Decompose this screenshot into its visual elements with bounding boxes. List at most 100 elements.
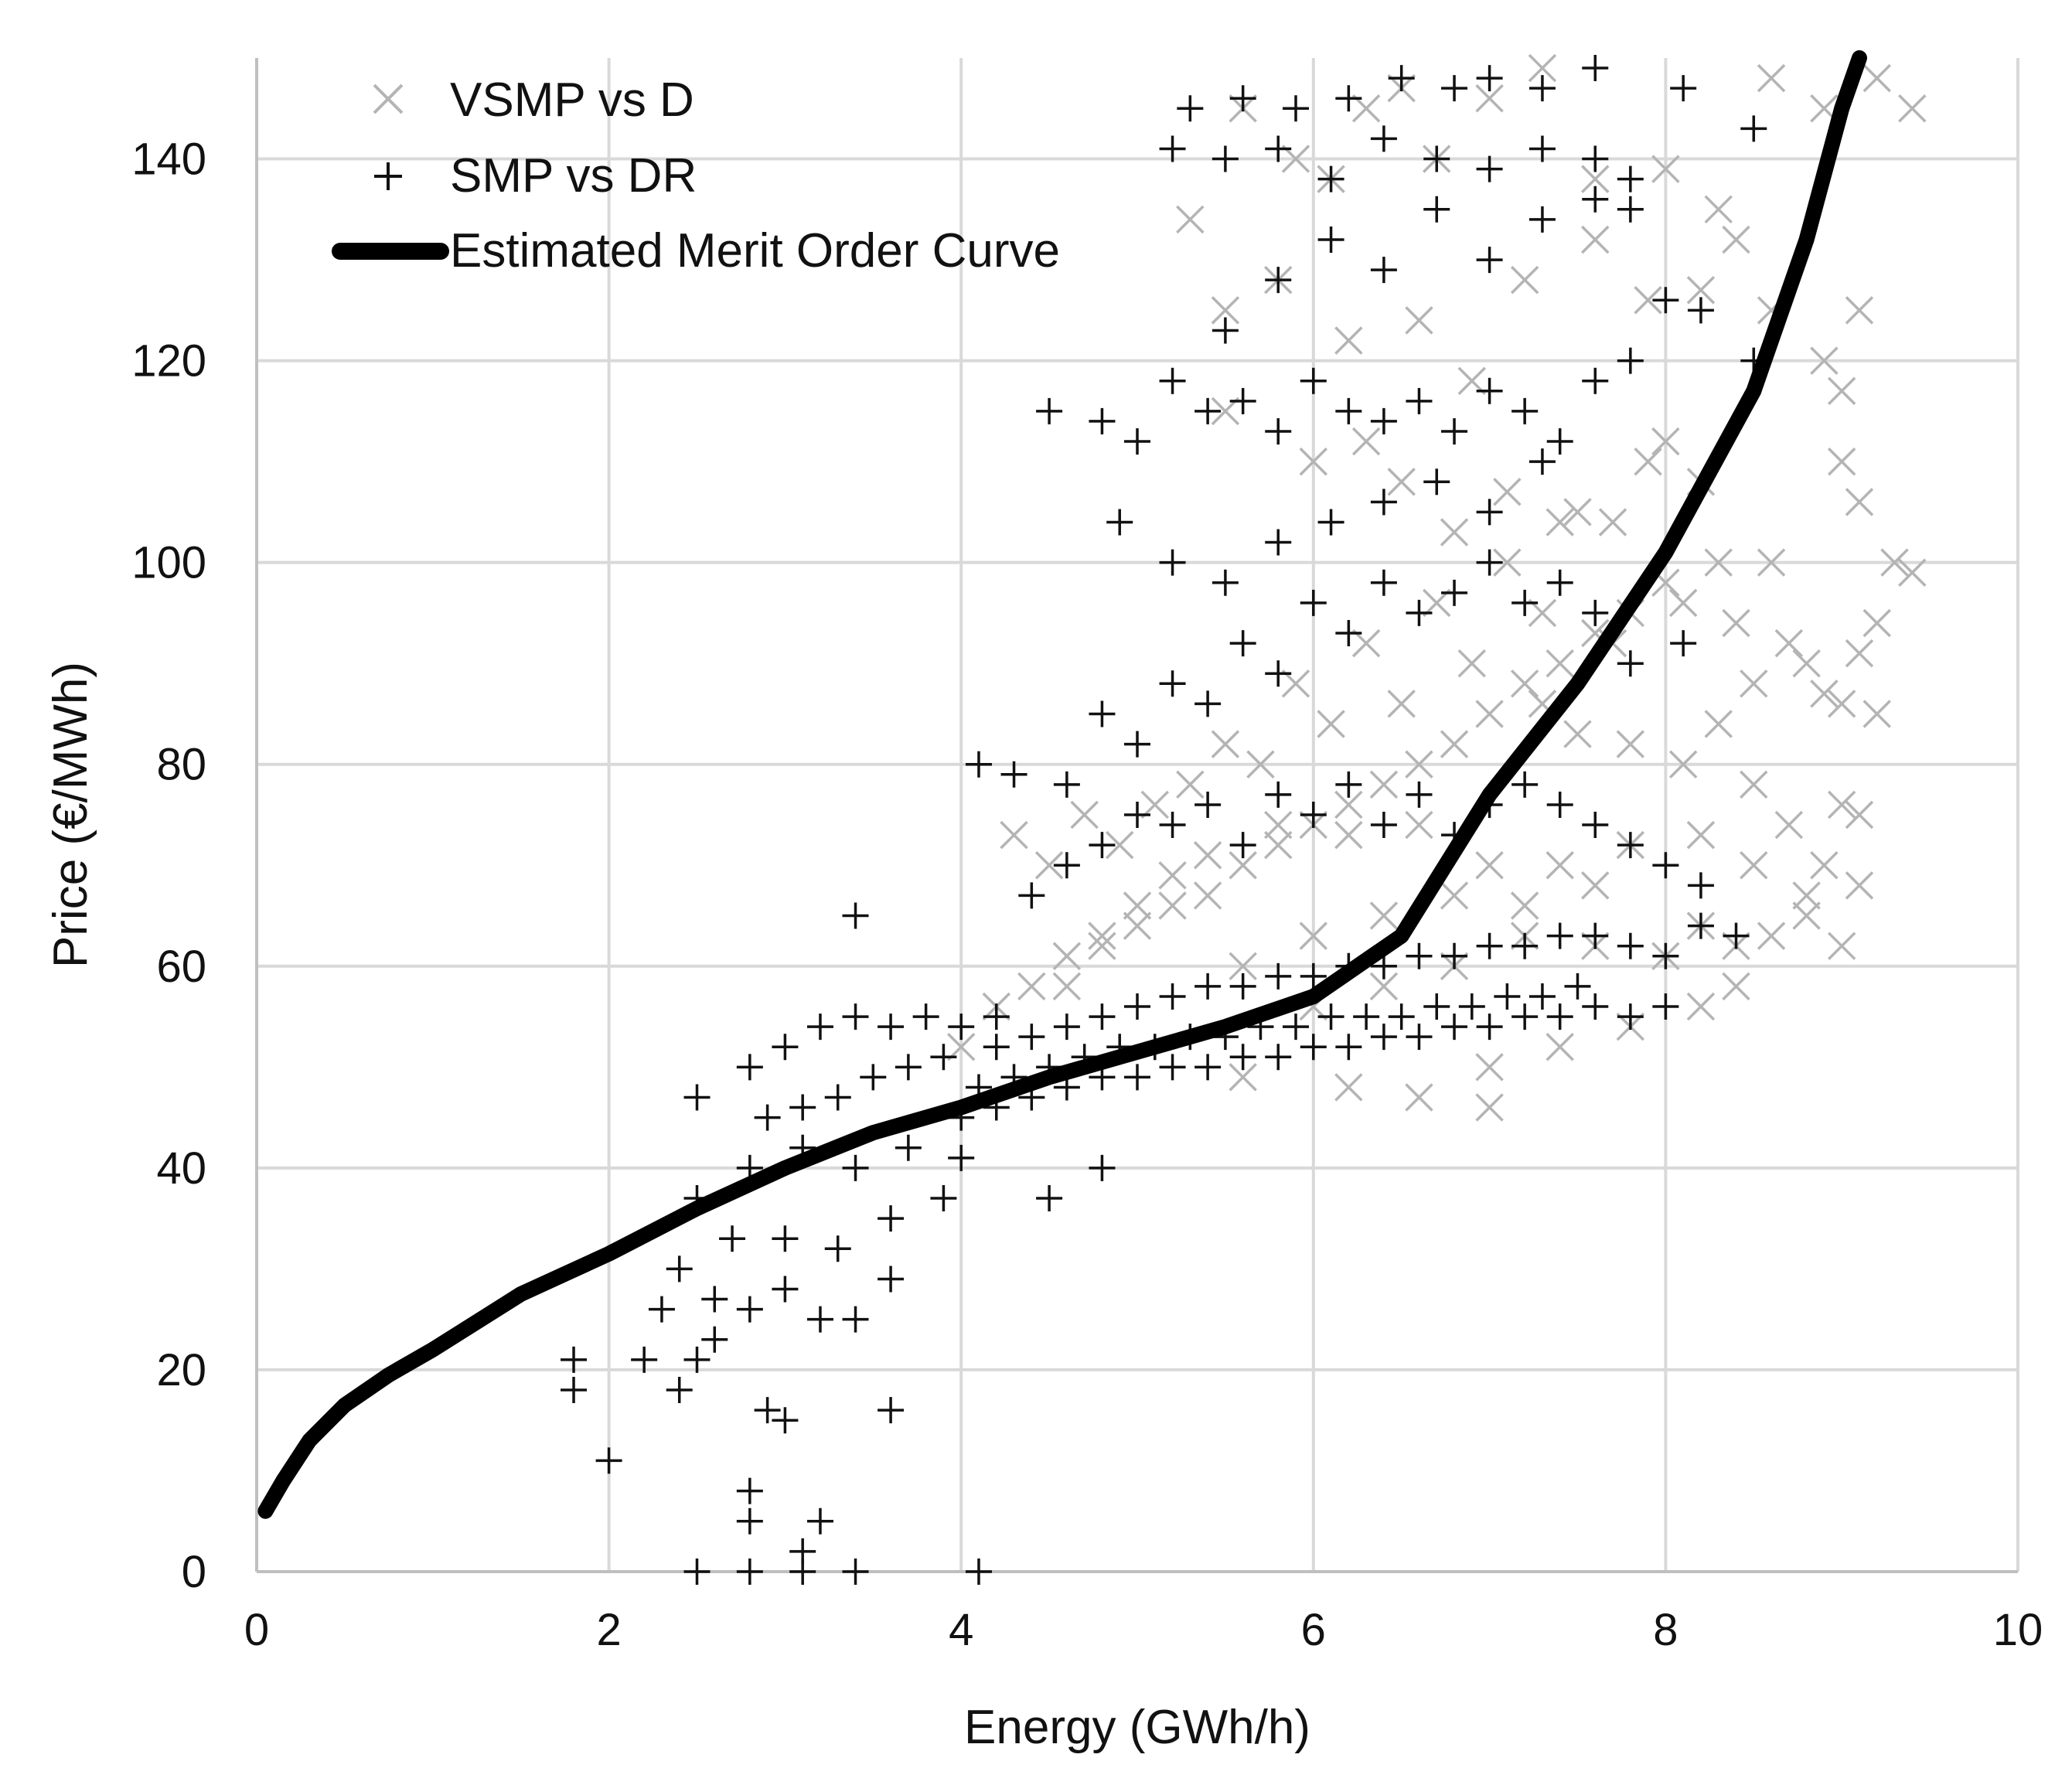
smp-point	[842, 1558, 869, 1585]
legend-item-vsmp: VSMP vs D	[373, 73, 694, 127]
smp-point	[1388, 65, 1415, 92]
smp-point	[1582, 145, 1609, 172]
smp-point	[1406, 1024, 1433, 1051]
y-tick-label: 40	[156, 1143, 206, 1194]
smp-point	[878, 1266, 905, 1293]
vsmp-point	[1845, 800, 1874, 829]
vsmp-point	[1757, 63, 1786, 93]
smp-point	[1124, 731, 1150, 758]
vsmp-point	[1369, 770, 1399, 799]
smp-point	[1652, 993, 1679, 1020]
smp-point	[1018, 1024, 1045, 1051]
smp-point	[754, 1104, 781, 1131]
smp-point	[1476, 155, 1503, 182]
smp-point	[1582, 812, 1609, 839]
legend-item-smp: SMP vs DR	[374, 149, 697, 203]
smp-point	[719, 1225, 746, 1252]
vsmp-point	[1740, 669, 1768, 698]
x-tick-label: 2	[596, 1605, 621, 1655]
vsmp-point	[1457, 649, 1487, 678]
smp-point	[860, 1064, 887, 1091]
smp-point	[1546, 569, 1573, 596]
vsmp-point	[1158, 891, 1187, 920]
vsmp-point	[1387, 468, 1416, 496]
smp-point	[1528, 206, 1556, 233]
smp-point	[1511, 771, 1539, 798]
vsmp-point	[1545, 649, 1574, 678]
vsmp-point	[1827, 447, 1856, 476]
smp-point	[1476, 65, 1503, 92]
smp-point	[983, 1034, 1010, 1061]
smp-point	[1564, 973, 1591, 1000]
smp-point	[1617, 196, 1644, 223]
vsmp-point	[1845, 296, 1874, 325]
smp-point	[1740, 115, 1767, 142]
vsmp-point	[1704, 195, 1733, 224]
vsmp-point	[1862, 63, 1891, 93]
smp-point	[1511, 1003, 1539, 1030]
smp-point	[1159, 135, 1186, 162]
vsmp-point	[1862, 608, 1891, 638]
x-tick-label: 10	[1993, 1605, 2043, 1655]
smp-point	[772, 1225, 799, 1252]
smp-point	[1089, 1003, 1116, 1030]
smp-point	[1159, 367, 1186, 394]
y-tick-label: 20	[156, 1345, 206, 1395]
smp-point	[1546, 1003, 1573, 1030]
vsmp-point	[1774, 629, 1804, 658]
smp-point	[1089, 832, 1116, 859]
smp-point	[1476, 1013, 1503, 1041]
vsmp-point	[1634, 286, 1662, 315]
smp-point	[878, 1205, 905, 1232]
vsmp-point	[1545, 851, 1574, 880]
smp-point	[1582, 367, 1609, 394]
smp-point	[683, 1558, 711, 1585]
smp-point	[1036, 1185, 1063, 1212]
smp-point	[1423, 196, 1450, 223]
vsmp-point	[1862, 700, 1891, 728]
smp-point	[983, 1003, 1010, 1030]
smp-point	[1335, 620, 1362, 647]
y-axis-title: Price (€/MWh)	[44, 662, 97, 968]
vsmp-point	[1686, 992, 1716, 1021]
vsmp-point	[1651, 427, 1680, 456]
vsmp-point	[1757, 548, 1786, 577]
smp-point	[1265, 660, 1292, 687]
smp-point	[1687, 297, 1714, 324]
smp-point	[1317, 1003, 1344, 1030]
smp-point	[1370, 257, 1397, 284]
vsmp-point	[1176, 205, 1205, 234]
smp-point	[1089, 700, 1116, 727]
smp-point	[1353, 1003, 1380, 1030]
smp-point	[1335, 397, 1362, 424]
vsmp-point	[1229, 952, 1257, 981]
smp-point	[1476, 499, 1503, 526]
smp-point	[736, 1477, 763, 1504]
smp-point	[1617, 347, 1644, 374]
vsmp-point	[1792, 901, 1821, 930]
vsmp-point	[1740, 851, 1768, 880]
smp-point	[1159, 1054, 1186, 1081]
vsmp-point	[1704, 710, 1733, 738]
smp-point	[1300, 589, 1327, 616]
smp-point	[666, 1377, 693, 1404]
vsmp-point	[1440, 518, 1469, 547]
smp-point	[1546, 428, 1573, 455]
vsmp-point	[1493, 548, 1522, 577]
smp-point	[772, 1407, 799, 1434]
vsmp-point	[1264, 830, 1293, 860]
smp-point	[1423, 468, 1450, 496]
smp-point	[895, 1054, 922, 1081]
smp-point	[1229, 973, 1256, 1000]
smp-point	[1406, 942, 1433, 969]
vsmp-point	[1387, 690, 1416, 718]
vsmp-point	[1334, 326, 1363, 355]
vsmp-point	[1299, 921, 1328, 950]
smp-point	[1723, 922, 1750, 949]
smp-point	[1159, 549, 1186, 576]
vsmp-point	[1229, 1063, 1257, 1092]
smp-point	[1687, 912, 1714, 939]
smp-point	[842, 1306, 869, 1333]
smp-series	[561, 55, 1767, 1585]
